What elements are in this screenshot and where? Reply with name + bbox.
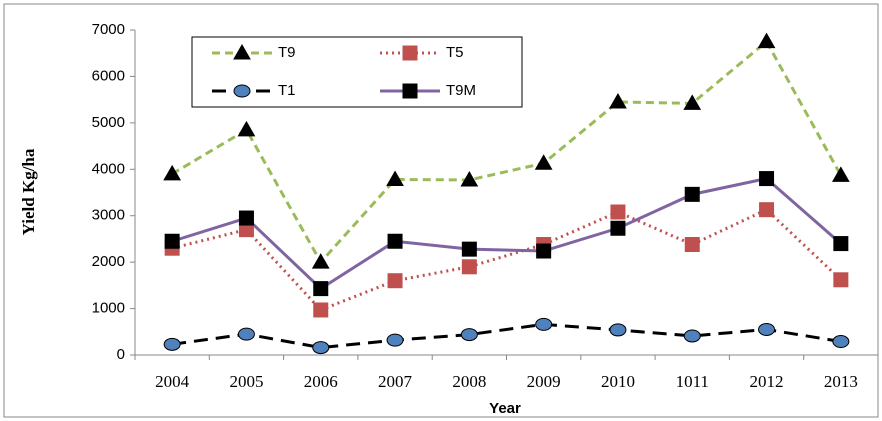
marker <box>461 259 477 275</box>
marker <box>832 335 850 349</box>
x-tick-label: 2007 <box>378 372 413 391</box>
marker <box>387 273 403 289</box>
y-tick-label: 4000 <box>92 160 125 177</box>
marker <box>313 302 329 318</box>
marker <box>460 328 478 342</box>
y-tick-label: 1000 <box>92 300 125 317</box>
marker <box>535 317 553 331</box>
marker <box>163 164 182 181</box>
y-tick-label: 2000 <box>92 253 125 270</box>
y-tick-label: 0 <box>117 346 125 363</box>
marker <box>402 45 418 61</box>
marker <box>461 241 477 257</box>
y-tick-label: 6000 <box>92 67 125 84</box>
marker <box>237 120 256 137</box>
marker <box>833 272 849 288</box>
marker <box>386 170 404 186</box>
marker <box>386 333 404 347</box>
x-tick-label: 2008 <box>452 372 486 391</box>
marker <box>164 233 180 249</box>
marker <box>402 83 418 99</box>
x-tick-label: 2004 <box>155 372 190 391</box>
x-tick-label: 2010 <box>601 372 635 391</box>
marker <box>233 84 251 98</box>
marker <box>759 202 775 218</box>
legend-label: T9M <box>446 82 476 99</box>
marker <box>609 92 627 109</box>
legend-label: T5 <box>446 44 464 61</box>
marker <box>163 337 181 351</box>
marker <box>831 166 850 182</box>
series-line <box>171 176 842 291</box>
marker <box>313 281 329 297</box>
y-axis-label: Yield Kg/ha <box>19 148 38 235</box>
marker <box>387 233 403 249</box>
marker <box>610 204 626 220</box>
chart-border <box>3 3 879 418</box>
marker <box>758 322 776 336</box>
x-tick-label: 2012 <box>750 372 784 391</box>
legend-label: T1 <box>278 82 296 99</box>
marker <box>684 186 700 202</box>
y-tick-label: 3000 <box>92 207 125 224</box>
legend: T9 T5 T1 T9M <box>191 36 523 108</box>
marker <box>237 327 255 341</box>
x-tick-label: 2013 <box>824 372 858 391</box>
x-tick-label: 2006 <box>304 372 338 391</box>
marker <box>609 323 627 337</box>
y-tick-label: 5000 <box>92 114 125 131</box>
series-line <box>171 322 842 350</box>
x-axis-label: Year <box>489 400 521 417</box>
marker <box>759 171 775 187</box>
marker <box>684 237 700 252</box>
x-tick-label: 2005 <box>229 372 263 391</box>
series-line <box>171 39 843 265</box>
marker <box>536 243 552 259</box>
marker <box>312 341 330 355</box>
legend-label: T9 <box>278 44 296 61</box>
marker <box>460 170 479 187</box>
marker <box>833 236 849 252</box>
x-tick-label: 2009 <box>527 372 561 391</box>
marker <box>534 154 553 170</box>
x-tick-label: 1011 <box>676 372 709 391</box>
series-line <box>171 207 842 312</box>
marker <box>238 210 254 226</box>
marker <box>683 94 702 110</box>
marker <box>311 253 330 269</box>
marker <box>683 329 701 343</box>
marker <box>610 220 626 236</box>
y-tick-label: 7000 <box>92 21 125 38</box>
marker <box>233 43 251 60</box>
marker <box>757 32 776 49</box>
